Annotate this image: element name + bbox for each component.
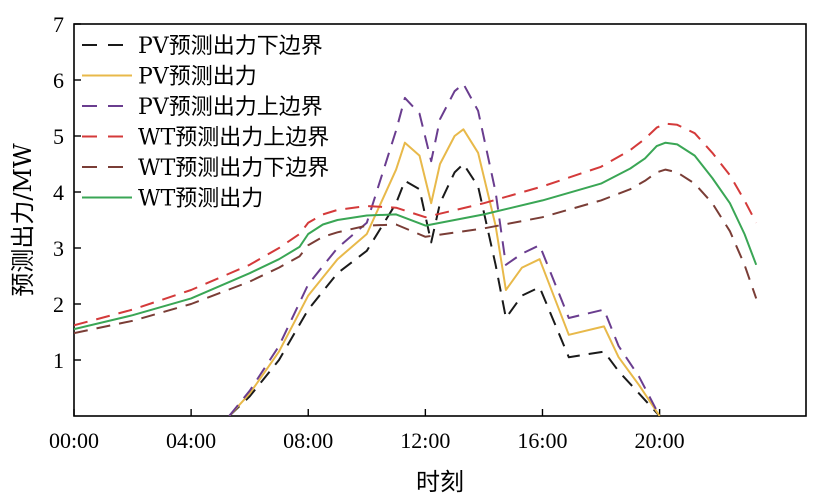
y-tick-label: 3	[53, 236, 64, 261]
tick-labels: 00:00 04:00 08:00 12:00 16:00 20:00 1 2 3 4 5 6 7	[49, 12, 685, 453]
x-tick-label: 00:00	[49, 428, 99, 453]
x-tick-label: 20:00	[635, 428, 685, 453]
legend-label: PV预测出力下边界	[138, 34, 323, 59]
y-tick-label: 1	[53, 348, 64, 373]
y-tick-label: 2	[53, 292, 64, 317]
x-tick-label: 04:00	[166, 428, 216, 453]
x-tick-label: 16:00	[517, 428, 567, 453]
legend: PV预测出力下边界 PV预测出力 PV预测出力上边界 WT预测出力上边界 WT预测出力下…	[82, 34, 329, 212]
legend-label: WT预测出力下边界	[138, 156, 329, 181]
y-axis-title: 预测出力/MW	[9, 143, 37, 297]
legend-label: WT预测出力上边界	[138, 126, 329, 151]
legend-label: PV预测出力上边界	[138, 95, 323, 120]
series-line-5	[74, 168, 758, 335]
plot-frame	[73, 23, 807, 417]
series-line-2	[228, 128, 661, 416]
x-tick-label: 08:00	[283, 428, 333, 453]
y-tick-label: 4	[53, 180, 64, 205]
series-line-3	[228, 82, 661, 416]
legend-label: WT预测出力	[138, 187, 263, 212]
series-line-4	[74, 122, 758, 327]
y-tick-label: 7	[53, 12, 64, 37]
legend-label: PV预测出力	[138, 65, 257, 90]
series-line-1	[228, 163, 661, 416]
y-tick-label: 6	[53, 68, 64, 93]
x-axis-title: 时刻	[416, 468, 464, 496]
series-line-6	[74, 141, 758, 331]
x-tick-label: 12:00	[400, 428, 450, 453]
plot-series	[74, 82, 758, 416]
y-tick-label: 5	[53, 124, 64, 149]
axes	[73, 23, 807, 417]
